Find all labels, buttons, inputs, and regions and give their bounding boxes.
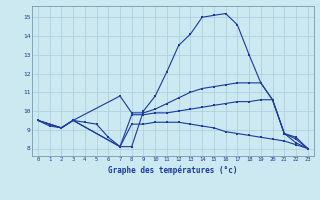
X-axis label: Graphe des températures (°c): Graphe des températures (°c) (108, 165, 237, 175)
